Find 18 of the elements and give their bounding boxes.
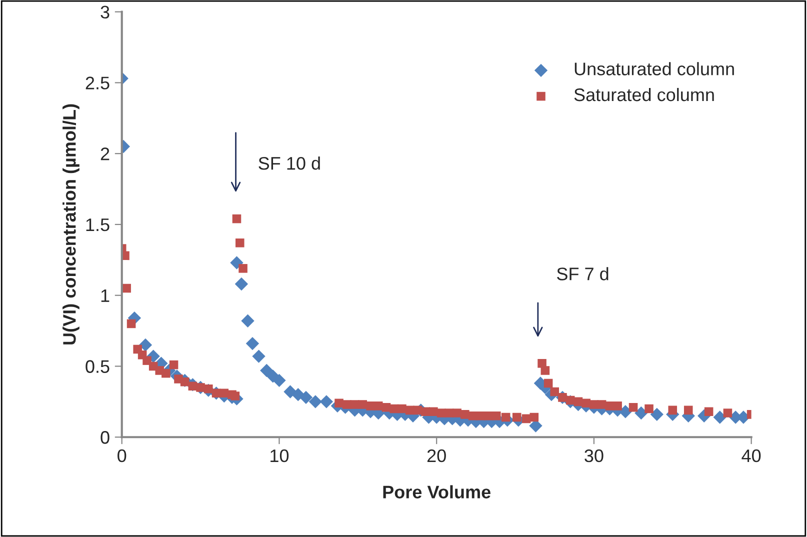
y-tick-label: 1 [101,289,110,302]
y-tick-label: 0 [100,431,110,444]
annotation: SF 10 d [258,156,320,170]
annotation: SF 7 d [557,267,608,280]
x-tick-label: 40 [742,449,761,462]
y-tick-label: 2 [100,148,110,160]
y-axis-title: U(VI) concentration (µmol/L) [62,104,80,344]
x-tick-label: 20 [427,449,446,462]
y-tick-label: 1.5 [86,218,110,232]
y-tick-label: 0.5 [86,360,110,373]
y-tick-label: 2.5 [86,76,110,90]
x-axis-title: Pore Volume [383,485,490,498]
x-tick-label: 10 [270,449,289,462]
x-tick-label: 0 [118,449,126,462]
y-tick-label: 3 [100,6,110,19]
legend-label: Unsaturated column [574,62,734,76]
legend-label: Saturated column [574,88,714,102]
x-tick-label: 30 [584,449,604,462]
